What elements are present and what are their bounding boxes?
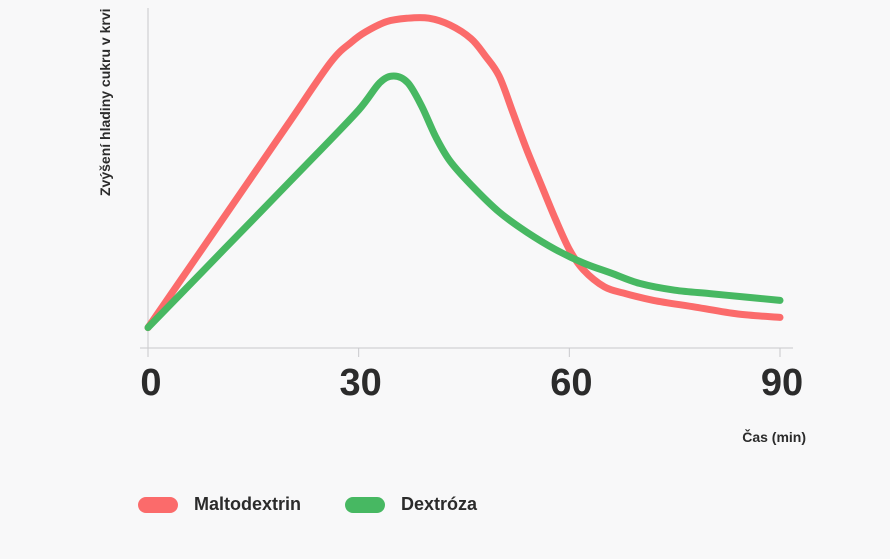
series-line-dextróza [144,72,784,332]
x-tick-label-0: 0 [140,362,161,404]
legend-label-maltodextrin: Maltodextrin [194,494,302,514]
x-tick-label-1: 30 [340,362,382,404]
legend-label-dextroza: Dextróza [401,494,478,514]
legend-item-maltodextrin: Maltodextrin [138,494,301,515]
x-axis-ticks: 0 30 60 90 [140,348,803,404]
series-layer [144,14,784,332]
x-tick-label-2: 60 [550,362,592,404]
series-line-maltodextrin [144,14,784,332]
legend-item-dextroza: Dextróza [345,494,477,515]
y-axis-label: Zvýšení hladiny cukru v krvi [97,8,113,196]
x-axis-label: Čas (min) [742,428,806,445]
legend-swatch-dextroza [345,496,386,513]
legend-swatch-maltodextrin [138,496,178,513]
legend: Maltodextrin Dextróza [138,494,477,515]
x-tick-label-3: 90 [761,362,803,404]
